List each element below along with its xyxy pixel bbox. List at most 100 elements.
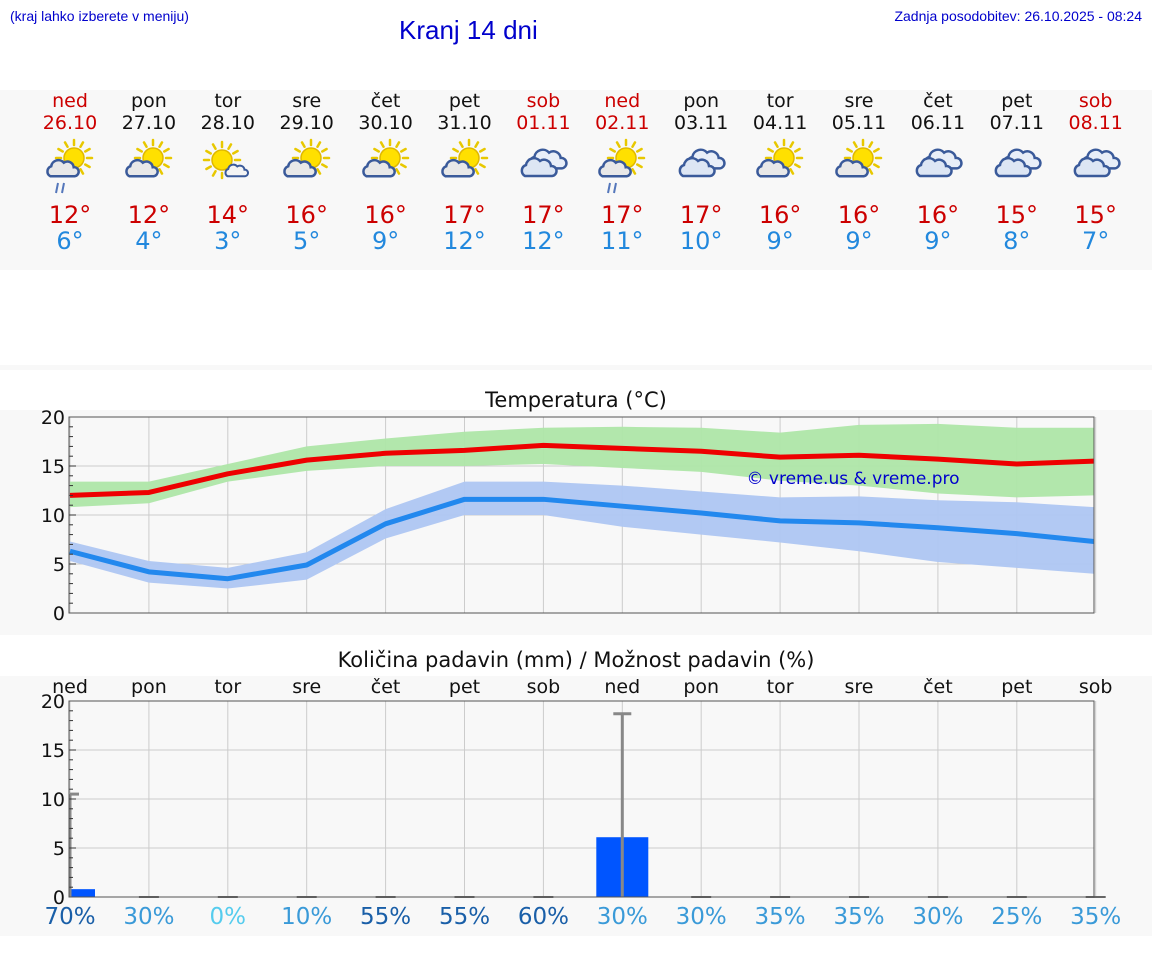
x-category-label: sre	[292, 676, 321, 698]
day-date: 26.10	[42, 112, 98, 134]
day-name: pon	[683, 90, 720, 112]
x-category-label: čet	[923, 676, 953, 698]
precipitation-probability: 0%	[209, 904, 247, 930]
forecast-day: ned 26.10 12° 6°	[25, 90, 115, 254]
temp-min: 7°	[1082, 227, 1110, 255]
day-name: ned	[604, 90, 641, 112]
forecast-day: tor 04.11 16° 9°	[735, 90, 825, 254]
day-date: 08.11	[1068, 112, 1123, 134]
x-category-label: sre	[845, 676, 874, 698]
divider	[0, 365, 1152, 370]
y-tick-label: 20	[41, 410, 65, 429]
temperature-chart: 0 5 10 15 20 © vreme.us & vreme.pro	[41, 410, 1097, 625]
page-title: Kranj 14 dni	[399, 15, 538, 45]
day-date: 01.11	[516, 112, 571, 134]
temp-min: 9°	[766, 227, 794, 255]
temperature-chart-title: Temperatura (°C)	[485, 388, 667, 412]
location-hint: (kraj lahko izberete v meniju)	[10, 8, 189, 24]
y-tick-label: 0	[53, 603, 65, 625]
temp-max: 12°	[48, 201, 92, 229]
precipitation-probability: 30%	[123, 904, 175, 930]
precipitation-probability: 10%	[281, 904, 333, 930]
x-category-label: pon	[683, 676, 719, 698]
cloudy-icon	[1073, 148, 1121, 178]
day-name: sre	[844, 90, 874, 112]
day-name: sob	[1078, 90, 1113, 112]
x-category-label: sob	[527, 676, 561, 698]
y-tick-label: 20	[41, 691, 65, 713]
temp-min: 12°	[522, 227, 565, 255]
temp-min: 8°	[1003, 227, 1031, 255]
temp-max: 16°	[758, 201, 802, 229]
day-name: pet	[448, 90, 481, 112]
day-name: sre	[292, 90, 322, 112]
last-update: Zadnja posodobitev: 26.10.2025 - 08:24	[894, 8, 1142, 24]
temp-max: 17°	[601, 201, 644, 229]
day-date: 03.11	[673, 112, 729, 134]
y-tick-label: 15	[41, 740, 65, 762]
sun-small-cloud-icon	[202, 140, 249, 180]
day-date: 06.11	[910, 112, 966, 134]
sun-cloud-icon	[361, 138, 409, 178]
precipitation-chart-title: Količina padavin (mm) / Možnost padavin …	[337, 648, 815, 672]
day-date: 07.11	[989, 112, 1044, 134]
precipitation-probability: 60%	[517, 904, 569, 930]
max-range-band	[70, 423, 1094, 508]
precipitation-probability: 35%	[754, 904, 806, 930]
sun-cloud-icon	[756, 138, 804, 178]
day-date: 27.10	[121, 112, 177, 134]
day-date: 28.10	[200, 112, 255, 134]
forecast-day: čet 06.11 16° 9°	[893, 90, 983, 254]
forecast-strip-bg	[0, 90, 1152, 270]
temp-max: 12°	[127, 201, 171, 229]
y-tick-label: 15	[41, 456, 65, 478]
day-date: 31.10	[437, 112, 492, 134]
cloudy-icon	[520, 148, 569, 178]
x-category-label: čet	[371, 676, 401, 698]
precipitation-probability: 30%	[596, 904, 648, 930]
min-temperature-line	[69, 496, 1095, 582]
day-name: čet	[923, 90, 953, 112]
sun-cloud-icon	[125, 138, 173, 178]
sun-cloud-rain-icon	[598, 138, 646, 194]
temp-max: 17°	[443, 201, 486, 229]
precipitation-probability: 55%	[360, 904, 412, 930]
sun-cloud-icon	[835, 138, 883, 178]
x-category-label: sob	[1079, 676, 1113, 698]
day-name: sob	[526, 90, 561, 112]
day-name: ned	[52, 90, 88, 112]
precipitation-probability: 35%	[833, 904, 885, 930]
precipitation-probability: 35%	[1070, 904, 1122, 930]
temp-min: 9°	[924, 227, 952, 255]
y-tick-label: 0	[53, 887, 65, 906]
x-category-label: ned	[604, 676, 640, 698]
temp-min: 9°	[845, 227, 873, 255]
max-temperature-line	[69, 442, 1095, 498]
sun-cloud-icon	[282, 138, 330, 178]
y-tick-label: 5	[53, 554, 65, 576]
forecast-day: sob 01.11 17° 12°	[498, 90, 588, 254]
temp-min: 3°	[214, 227, 242, 255]
precipitation-bar	[69, 889, 95, 897]
temp-max: 15°	[995, 201, 1039, 229]
min-range-band	[70, 481, 1094, 589]
y-tick-label: 10	[41, 789, 65, 811]
day-date: 29.10	[279, 112, 334, 134]
x-category-label: tor	[767, 676, 794, 698]
x-category-label: pon	[131, 676, 167, 698]
temp-min: 10°	[679, 227, 723, 255]
day-date: 04.11	[752, 112, 808, 134]
day-date: 05.11	[831, 112, 887, 134]
cloudy-icon	[994, 148, 1042, 178]
x-category-label: tor	[214, 676, 241, 698]
cloudy-icon	[678, 148, 726, 178]
precipitation-probability: 30%	[675, 904, 727, 930]
day-name: pet	[1001, 90, 1033, 112]
forecast-day: ned 02.11 17° 11°	[577, 90, 667, 254]
forecast-day: čet 30.10 16° 9°	[341, 90, 431, 254]
cloudy-icon	[915, 148, 963, 178]
forecast-day: sob 08.11 15° 7°	[1051, 90, 1141, 254]
plot-frame	[68, 700, 1095, 898]
plot-frame	[68, 416, 1095, 614]
day-name: čet	[370, 90, 401, 112]
